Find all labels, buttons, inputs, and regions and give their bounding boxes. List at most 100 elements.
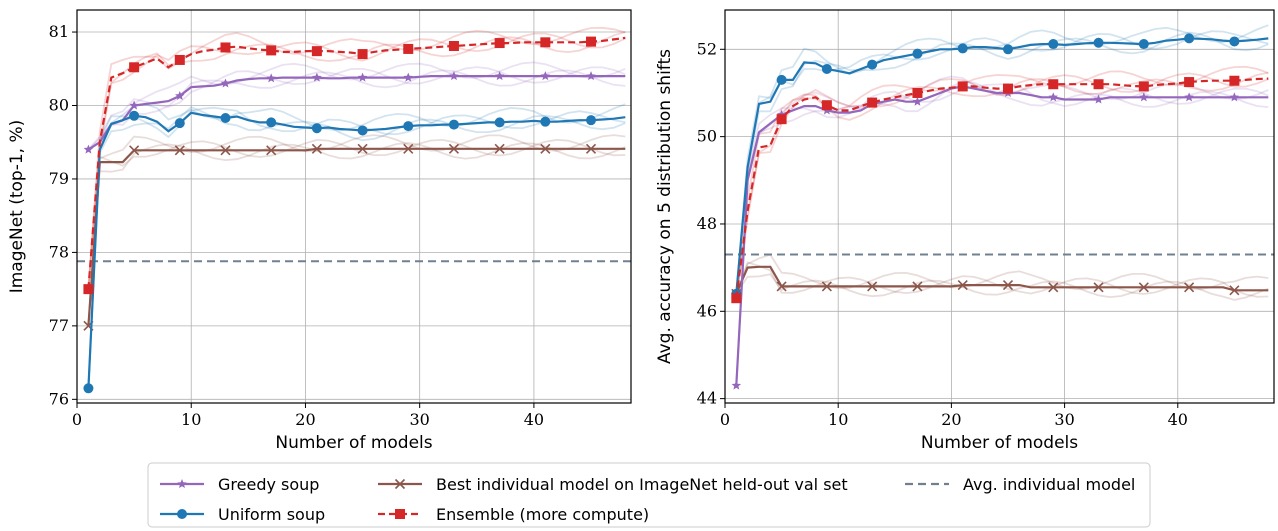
run-line-greedy-soup xyxy=(735,80,1269,386)
series-best-individual-model-on-imagenet-held-out-val-set xyxy=(731,265,1269,299)
x-tick-label: 20 xyxy=(295,410,315,429)
data-point xyxy=(1229,36,1240,47)
data-point xyxy=(867,97,878,108)
data-point xyxy=(1002,83,1013,94)
data-point xyxy=(1229,285,1240,296)
x-tick-label: 10 xyxy=(828,410,848,429)
data-point xyxy=(1093,282,1104,293)
plot-frame xyxy=(76,9,632,404)
run-line-ensemble-more-compute xyxy=(87,31,626,290)
run-line-best-individual-model-on-imagenet-held-out-val-set xyxy=(87,142,626,326)
legend-label: Ensemble (more compute) xyxy=(436,505,649,524)
y-tick-label: 50 xyxy=(697,127,717,146)
data-point xyxy=(494,143,505,154)
data-point xyxy=(1139,92,1149,102)
run-line-greedy-soup xyxy=(735,75,1269,386)
series-line xyxy=(87,111,626,389)
legend-label: Best individual model on ImageNet held-o… xyxy=(436,475,848,494)
series-best-individual-model-on-imagenet-held-out-val-set xyxy=(83,143,626,331)
data-point xyxy=(266,145,277,156)
x-axis-label: Number of models xyxy=(921,433,1078,453)
data-point xyxy=(912,96,923,106)
legend-marker xyxy=(394,478,406,490)
data-point xyxy=(957,81,968,92)
x-tick-label: 40 xyxy=(524,410,544,429)
run-line-best-individual-model-on-imagenet-held-out-val-set xyxy=(735,273,1269,301)
data-point xyxy=(129,145,140,156)
data-point xyxy=(494,117,505,128)
data-point xyxy=(220,145,231,156)
data-point xyxy=(175,90,185,100)
imagenet-accuracy-chart: 0 10 20 30 40 76 77 78 79 80 81 Number of models Ima… xyxy=(7,9,632,453)
legend-marker xyxy=(395,509,405,519)
data-point xyxy=(867,59,878,70)
y-axis-label: Avg. accuracy on 5 distribution shifts xyxy=(655,49,675,364)
data-point xyxy=(83,144,94,154)
run-line-uniform-soup xyxy=(735,31,1269,294)
data-point xyxy=(776,114,787,125)
data-point xyxy=(1048,39,1059,50)
data-point xyxy=(311,46,322,57)
y-tick-label: 52 xyxy=(697,39,717,58)
x-tick-label: 0 xyxy=(72,410,82,429)
data-point xyxy=(403,143,414,154)
data-point xyxy=(129,62,140,73)
individual-run-lines xyxy=(87,26,626,389)
data-point xyxy=(1138,39,1149,50)
legend-label: Greedy soup xyxy=(218,475,319,494)
x-tick-label: 10 xyxy=(181,410,201,429)
data-point xyxy=(586,36,597,47)
series-line xyxy=(735,265,1269,295)
legend-item-avg-individual-model: Avg. individual model xyxy=(905,475,1135,494)
y-tick-label: 44 xyxy=(697,389,717,408)
data-point xyxy=(357,49,368,60)
run-line-best-individual-model-on-imagenet-held-out-val-set xyxy=(735,261,1269,298)
data-point xyxy=(449,71,459,81)
data-point xyxy=(776,281,787,292)
run-line-best-individual-model-on-imagenet-held-out-val-set xyxy=(87,138,626,326)
data-point xyxy=(174,145,185,156)
run-line-greedy-soup xyxy=(87,61,626,151)
data-point xyxy=(83,284,94,295)
series-uniform-soup xyxy=(731,33,1269,299)
x-axis-label: Number of models xyxy=(275,433,432,453)
data-point xyxy=(220,112,231,123)
data-point xyxy=(494,38,505,49)
data-point xyxy=(585,143,597,154)
legend-item-uniform-soup: Uniform soup xyxy=(160,505,325,524)
data-point xyxy=(1048,92,1059,102)
y-tick-label: 76 xyxy=(49,389,69,408)
data-point xyxy=(1184,282,1195,293)
data-point xyxy=(540,116,551,127)
data-point xyxy=(1048,282,1059,293)
data-point xyxy=(357,143,368,154)
data-point xyxy=(586,115,597,126)
data-point xyxy=(129,100,139,110)
data-point xyxy=(867,281,878,292)
data-point xyxy=(1048,79,1059,90)
run-line-best-individual-model-on-imagenet-held-out-val-set xyxy=(87,134,626,326)
y-tick-label: 46 xyxy=(697,301,717,320)
data-point xyxy=(540,37,551,48)
y-tick-label: 81 xyxy=(49,22,69,41)
data-point xyxy=(821,281,832,292)
data-point xyxy=(494,71,505,81)
data-point xyxy=(1184,77,1195,88)
data-point xyxy=(1184,33,1195,44)
data-point xyxy=(731,293,742,304)
run-line-uniform-soup xyxy=(87,103,626,389)
y-tick-label: 80 xyxy=(49,95,69,114)
data-point xyxy=(1093,79,1104,90)
data-point xyxy=(174,118,185,129)
y-tick-label: 79 xyxy=(49,169,69,188)
data-point xyxy=(83,383,94,394)
data-point xyxy=(1002,280,1014,291)
plot-frame xyxy=(724,9,1275,404)
gridlines xyxy=(76,10,631,403)
series-line xyxy=(735,85,1269,386)
x-tick-label: 20 xyxy=(941,410,961,429)
data-point xyxy=(266,45,277,56)
legend-marker xyxy=(177,479,187,489)
x-tick-label: 30 xyxy=(410,410,430,429)
data-point xyxy=(957,43,968,54)
